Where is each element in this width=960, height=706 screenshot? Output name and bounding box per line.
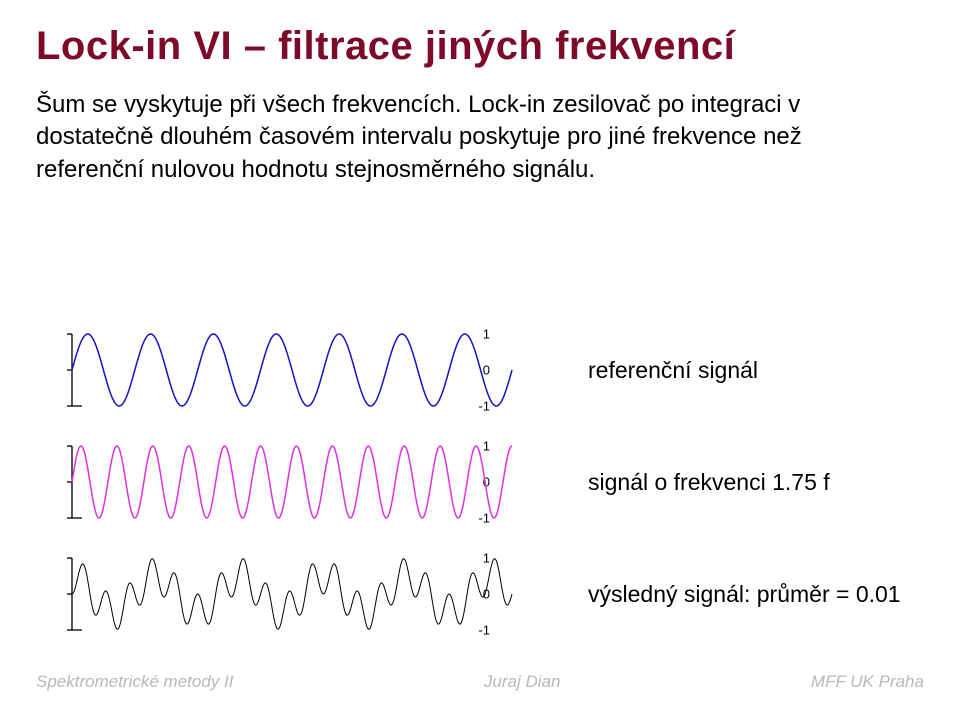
chart-svg (48, 554, 518, 634)
chart-row: 10-1 signál o frekvenci 1.75 f (48, 442, 908, 522)
chart-block: 10-1 (48, 330, 518, 410)
chart-label: referenční signál (588, 357, 758, 384)
footer-center: Juraj Dian (484, 672, 561, 692)
chart-svg (48, 330, 518, 410)
body-text: Šum se vyskytuje při všech frekvencích. … (36, 89, 876, 186)
chart-row: 10-1 referenční signál (48, 330, 908, 410)
chart-label: signál o frekvenci 1.75 f (588, 469, 830, 496)
chart-svg (48, 442, 518, 522)
waveform (72, 446, 512, 518)
slide: Lock-in VI – filtrace jiných frekvencí Š… (0, 0, 960, 706)
footer-left: Spektrometrické metody II (36, 672, 233, 692)
waveform (72, 334, 512, 406)
chart-block: 10-1 (48, 442, 518, 522)
page-title: Lock-in VI – filtrace jiných frekvencí (36, 24, 924, 69)
charts-container: 10-1 referenční signál 10-1 signál o frekve… (48, 330, 908, 666)
chart-block: 10-1 (48, 554, 518, 634)
chart-label: výsledný signál: průměr = 0.01 (588, 581, 901, 608)
footer-right: MFF UK Praha (811, 672, 924, 692)
chart-row: 10-1 výsledný signál: průměr = 0.01 (48, 554, 908, 634)
waveform (72, 559, 512, 630)
footer: Spektrometrické metody II Juraj Dian MFF… (0, 672, 960, 692)
